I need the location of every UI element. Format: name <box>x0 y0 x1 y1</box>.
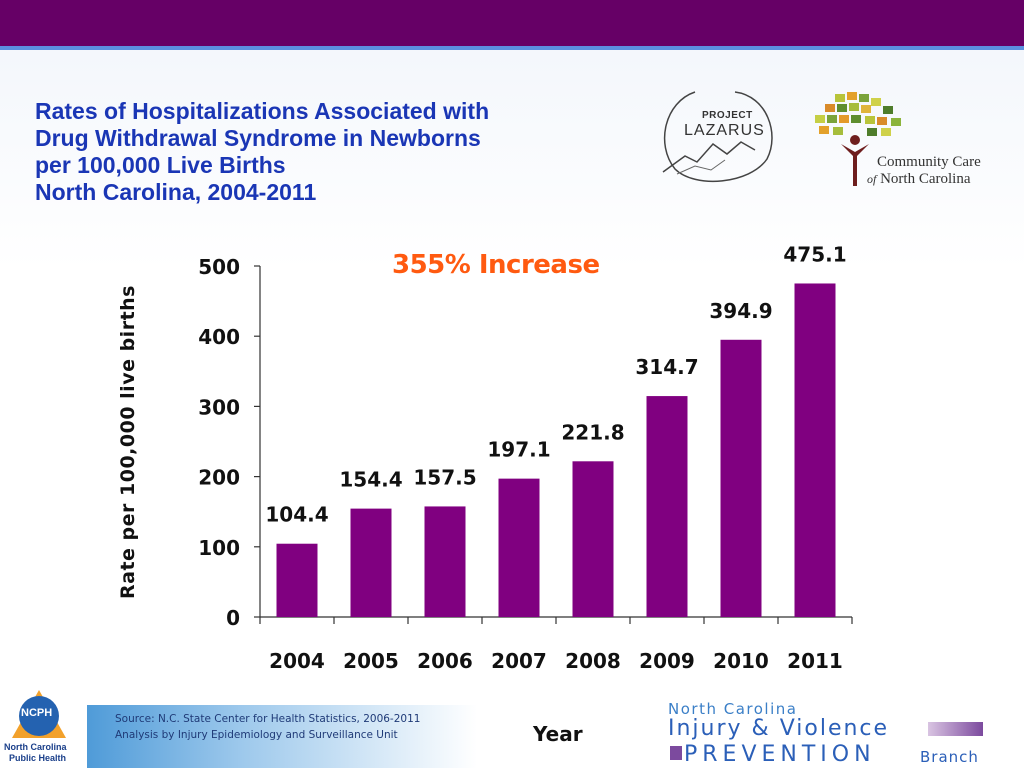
data-label-2007: 197.1 <box>487 438 550 462</box>
bar-2008 <box>572 461 614 617</box>
ncph-logo: NCPH North Carolina Public Health <box>0 688 72 768</box>
y-tick-label: 100 <box>198 536 240 560</box>
tree-icon <box>815 92 901 186</box>
title-line-2: Drug Withdrawal Syndrome in Newborns <box>35 125 481 151</box>
x-tick-label-2008: 2008 <box>565 649 621 673</box>
top-band <box>0 0 1024 50</box>
data-label-2010: 394.9 <box>709 299 772 323</box>
data-label-2011: 475.1 <box>783 242 846 266</box>
data-label-2006: 157.5 <box>413 465 476 489</box>
title-line-3: per 100,000 Live Births <box>35 152 286 178</box>
ivp-branch-logo: North Carolina Injury & Violence PREVENT… <box>668 700 1018 768</box>
bar-2005 <box>350 508 392 617</box>
y-tick-label: 400 <box>198 325 240 349</box>
ncph-name-line-1: North Carolina <box>4 742 67 752</box>
title-line-4: North Carolina, 2004-2011 <box>35 179 317 205</box>
ivp-line-1: North Carolina <box>668 700 798 718</box>
lazarus-emblem-icon <box>662 91 773 182</box>
ncph-abbr: NCPH <box>21 707 53 719</box>
x-axis-label: Year <box>533 722 583 746</box>
y-tick-label: 0 <box>226 606 240 630</box>
ccnc-line-2: of North Carolina <box>867 171 971 188</box>
x-tick-label-2005: 2005 <box>343 649 399 673</box>
increase-annotation: 355% Increase <box>392 250 600 280</box>
source-line-2: Analysis by Injury Epidemiology and Surv… <box>115 729 398 741</box>
lazarus-top-text: PROJECT <box>702 110 753 121</box>
lazarus-main-text: LAZARUS <box>684 122 765 139</box>
y-tick-label: 300 <box>198 395 240 419</box>
bar-2004 <box>276 543 318 617</box>
ccnc-of: of <box>867 172 877 186</box>
source-line-1: Source: N.C. State Center for Health Sta… <box>115 713 421 725</box>
title-line-1: Rates of Hospitalizations Associated wit… <box>35 98 490 124</box>
data-label-2004: 104.4 <box>265 503 328 527</box>
ivp-line-4: Branch <box>920 748 979 766</box>
x-tick-label-2010: 2010 <box>713 649 769 673</box>
data-label-2009: 314.7 <box>635 355 698 379</box>
ccnc-line-1: Community Care <box>877 154 981 170</box>
footer-band <box>87 705 477 768</box>
ccnc-line-2-text: North Carolina <box>880 171 971 187</box>
bar-2011 <box>794 283 836 617</box>
bar-2010 <box>720 339 762 617</box>
y-tick-label: 200 <box>198 466 240 490</box>
source-note: Source: N.C. State Center for Health Sta… <box>115 711 420 743</box>
y-axis-label: Rate per 100,000 live births <box>117 285 139 599</box>
data-label-2005: 154.4 <box>339 468 402 492</box>
ivp-accent-bar <box>928 722 983 736</box>
data-label-2008: 221.8 <box>561 420 624 444</box>
bar-2009 <box>646 396 688 617</box>
ccnc-logo: Community Care of North Carolina <box>805 88 1015 193</box>
project-lazarus-logo: PROJECT LAZARUS <box>655 84 780 189</box>
x-tick-label-2009: 2009 <box>639 649 695 673</box>
ncph-name-line-2: Public Health <box>9 753 67 763</box>
bar-2007 <box>498 478 540 617</box>
ivp-accent-block <box>670 746 682 760</box>
y-tick-label: 500 <box>198 255 240 279</box>
ivp-line-2: Injury & Violence <box>668 716 890 741</box>
bar-2006 <box>424 506 466 617</box>
slide-title: Rates of Hospitalizations Associated wit… <box>35 98 635 206</box>
ivp-line-3: PREVENTION <box>684 742 876 767</box>
x-tick-label-2007: 2007 <box>491 649 547 673</box>
x-tick-label-2004: 2004 <box>269 649 325 673</box>
x-tick-label-2006: 2006 <box>417 649 473 673</box>
x-tick-label-2011: 2011 <box>787 649 843 673</box>
ncph-badge-icon <box>12 690 66 738</box>
